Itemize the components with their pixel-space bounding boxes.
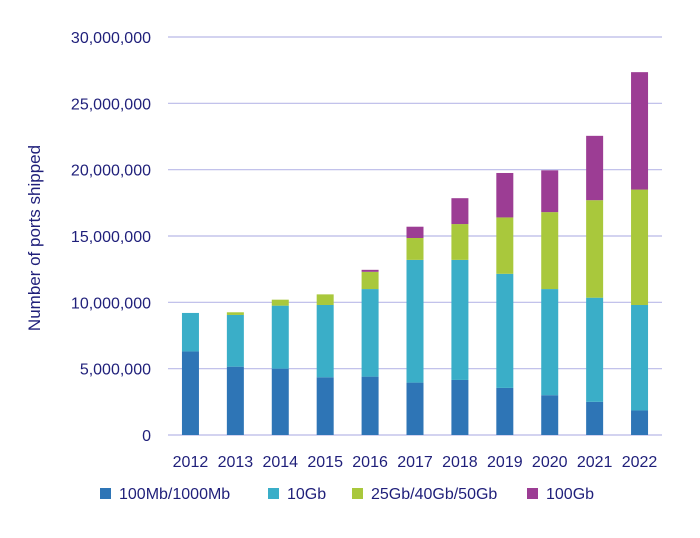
bar-segment-100mb-1000mb-2016 <box>361 376 379 435</box>
y-tick-label: 0 <box>142 428 151 445</box>
bar-segment-100gb-2018 <box>451 198 469 225</box>
bar-segment-10gb-2021 <box>586 297 604 402</box>
x-tick-label: 2012 <box>173 454 209 471</box>
x-tick-label: 2013 <box>218 454 254 471</box>
bar-segment-10gb-2012 <box>181 312 199 352</box>
bar-segment-25gb-40gb-50gb-2022 <box>631 189 649 305</box>
bar-segment-25gb-40gb-50gb-2019 <box>496 217 514 274</box>
bar-segment-10gb-2014 <box>271 305 289 369</box>
x-tick-label: 2019 <box>487 454 523 471</box>
x-tick-label: 2016 <box>352 454 388 471</box>
bar-segment-10gb-2015 <box>316 304 334 378</box>
y-tick-label: 30,000,000 <box>71 30 151 47</box>
legend-label: 100Mb/1000Mb <box>119 486 230 503</box>
bar-segment-100mb-1000mb-2020 <box>541 395 559 435</box>
bar-segment-100gb-2022 <box>631 72 649 190</box>
x-tick-label: 2021 <box>577 454 613 471</box>
legend: 100Mb/1000Mb 10Gb 25Gb/40Gb/50Gb 100Gb <box>100 486 594 503</box>
bar-segment-25gb-40gb-50gb-2018 <box>451 224 469 260</box>
bar-segment-10gb-2022 <box>631 304 649 411</box>
bar-segment-100mb-1000mb-2014 <box>271 368 289 435</box>
x-tick-label: 2015 <box>307 454 343 471</box>
bar-segment-25gb-40gb-50gb-2021 <box>586 200 604 298</box>
x-tick-label: 2017 <box>397 454 433 471</box>
y-axis-tick-labels: 0 5,000,000 10,000,000 15,000,000 20,000,000… <box>71 30 151 445</box>
bar-segment-25gb-40gb-50gb-2017 <box>406 237 424 260</box>
bar-segment-10gb-2020 <box>541 289 559 396</box>
x-axis-tick-labels: 2012 2013 2014 2015 2016 2017 2018 2019 2020 2021… <box>173 454 658 471</box>
bar-segment-100mb-1000mb-2022 <box>631 410 649 435</box>
legend-swatch <box>352 488 363 499</box>
bar-segment-25gb-40gb-50gb-2016 <box>361 271 379 290</box>
x-tick-label: 2014 <box>262 454 298 471</box>
bar-segment-10gb-2019 <box>496 273 514 388</box>
legend-swatch <box>100 488 111 499</box>
legend-swatch <box>527 488 538 499</box>
y-tick-label: 25,000,000 <box>71 96 151 113</box>
y-tick-label: 15,000,000 <box>71 229 151 246</box>
bar-segment-100gb-2021 <box>586 135 604 201</box>
legend-swatch <box>268 488 279 499</box>
x-tick-label: 2020 <box>532 454 568 471</box>
bar-segment-100mb-1000mb-2018 <box>451 379 469 435</box>
y-tick-label: 10,000,000 <box>71 295 151 312</box>
bar-segment-10gb-2016 <box>361 289 379 377</box>
bar-segment-25gb-40gb-50gb-2014 <box>271 299 289 306</box>
bar-segment-10gb-2013 <box>226 314 244 367</box>
y-axis-title: Number of ports shipped <box>25 145 44 331</box>
x-tick-label: 2018 <box>442 454 478 471</box>
bar-segment-100mb-1000mb-2021 <box>586 401 604 435</box>
bar-segment-100gb-2017 <box>406 226 424 238</box>
bar-segment-100gb-2016 <box>361 269 379 272</box>
bar-segment-100gb-2020 <box>541 170 559 213</box>
bar-segment-100mb-1000mb-2019 <box>496 387 514 435</box>
y-tick-label: 20,000,000 <box>71 163 151 180</box>
bar-segment-10gb-2017 <box>406 259 424 383</box>
bar-segment-100gb-2019 <box>496 172 514 218</box>
bar-segment-100mb-1000mb-2012 <box>181 351 199 435</box>
legend-label: 10Gb <box>287 486 326 503</box>
bar-segment-100mb-1000mb-2013 <box>226 366 244 435</box>
bar-segment-25gb-40gb-50gb-2020 <box>541 212 559 290</box>
x-tick-label: 2022 <box>622 454 658 471</box>
legend-label: 25Gb/40Gb/50Gb <box>371 486 497 503</box>
y-tick-label: 5,000,000 <box>80 362 151 379</box>
legend-label: 100Gb <box>546 486 594 503</box>
bar-segment-25gb-40gb-50gb-2013 <box>226 312 244 315</box>
bar-segment-100mb-1000mb-2017 <box>406 382 424 435</box>
bars <box>181 72 649 435</box>
bar-segment-10gb-2018 <box>451 259 469 380</box>
bar-segment-25gb-40gb-50gb-2015 <box>316 294 334 305</box>
bar-segment-100mb-1000mb-2015 <box>316 377 334 435</box>
